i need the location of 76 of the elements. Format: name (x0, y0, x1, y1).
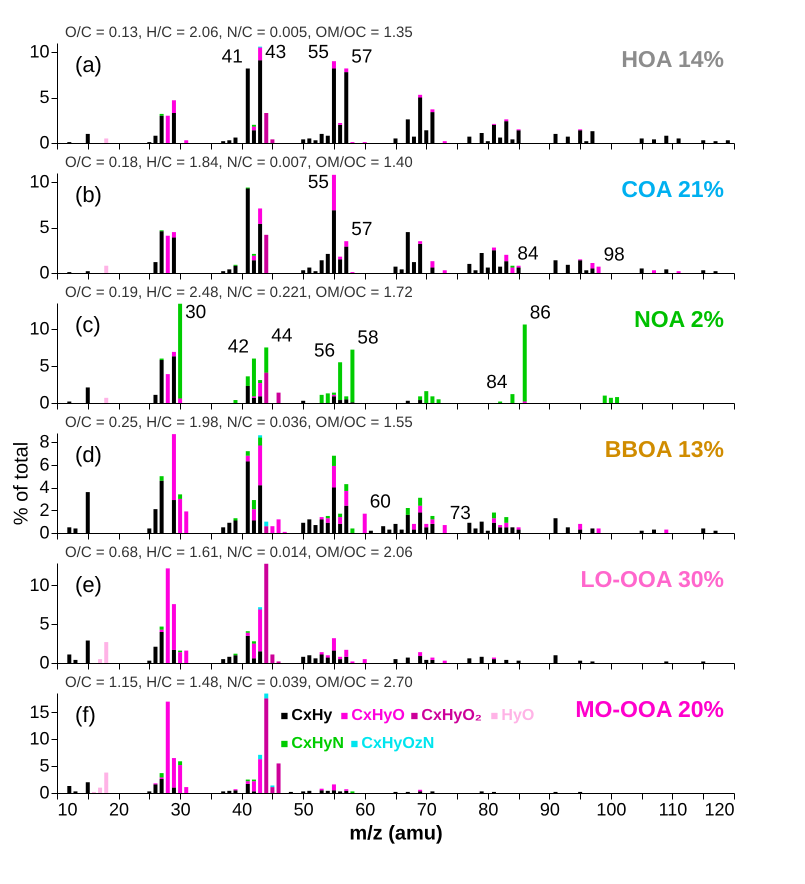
x-tick-label: 110 (658, 800, 688, 820)
annotation: 44 (271, 325, 293, 346)
annotation: 56 (314, 340, 336, 362)
chart-title: COA 21% (621, 176, 724, 202)
annotation: 55 (308, 172, 329, 193)
x-tick-label: 100 (596, 800, 626, 820)
y-tick-label: 0 (39, 132, 50, 152)
legend-label: HyO (501, 707, 534, 724)
y-tick-label: 0 (39, 392, 50, 412)
chart-subtitle: O/C = 0.18, H/C = 1.84, N/C = 0.007, OM/OC = 1.40 (65, 154, 413, 171)
x-tick-label: 80 (478, 800, 498, 820)
chart-subtitle: O/C = 0.13, H/C = 2.06, N/C = 0.005, OM/OC = 1.35 (65, 24, 413, 41)
annotation: (c) (75, 312, 101, 337)
x-tick-label: 20 (109, 800, 130, 820)
y-tick-label: 6 (39, 454, 50, 474)
x-tick-label: 60 (355, 800, 376, 820)
chart-subtitle: O/C = 0.25, H/C = 1.98, N/C = 0.036, OM/OC = 1.55 (65, 414, 413, 431)
chart-subtitle: O/C = 1.15, H/C = 1.48, N/C = 0.039, OM/OC = 2.70 (65, 674, 413, 691)
annotation: 73 (450, 503, 471, 524)
y-tick-label: 0 (39, 262, 50, 282)
x-tick-label: 90 (540, 800, 560, 820)
chart-title: NOA 2% (634, 306, 724, 332)
annotation: (e) (75, 572, 102, 597)
y-tick-label: 10 (29, 42, 50, 62)
annotation: (d) (75, 442, 102, 467)
annotation: 58 (357, 328, 379, 349)
y-tick-label: 5 (39, 756, 50, 776)
y-tick-label: 4 (39, 477, 50, 498)
legend-label: CxHyOzN (361, 735, 434, 752)
y-tick-label: 5 (39, 355, 50, 376)
legend-label: CxHyN (291, 735, 344, 752)
annotation: 60 (370, 492, 391, 513)
y-tick-label: 10 (29, 172, 50, 192)
chart-title: MO-OOA 20% (575, 696, 724, 722)
x-tick-label: 40 (232, 800, 252, 820)
x-tick-label: 70 (416, 800, 437, 820)
annotation: 30 (185, 302, 206, 323)
x-tick-label: 30 (170, 800, 191, 820)
annotation: 42 (228, 336, 249, 358)
x-tick-label: 50 (294, 800, 314, 820)
y-tick-label: 5 (39, 87, 50, 108)
x-tick-label: 10 (58, 800, 78, 820)
annotation: 43 (265, 42, 286, 63)
annotation: 86 (530, 302, 551, 324)
y-tick-label: 0 (39, 782, 50, 802)
y-tick-label: 10 (29, 574, 50, 595)
y-tick-label: 2 (39, 500, 50, 520)
annotation: 57 (351, 219, 372, 240)
annotation: 84 (486, 372, 508, 394)
chart-title: BBOA 13% (604, 436, 724, 462)
legend-label: CxHyO₂ (421, 707, 482, 724)
chart-title: LO-OOA 30% (580, 566, 724, 592)
y-tick-label: 0 (39, 522, 50, 542)
chart-subtitle: O/C = 0.19, H/C = 2.48, N/C = 0.221, OM/OC = 1.72 (65, 284, 413, 301)
y-tick-label: 10 (29, 728, 50, 749)
chart-subtitle: O/C = 0.68, H/C = 1.61, N/C = 0.014, OM/OC = 2.06 (65, 544, 413, 561)
x-tick-label: 120 (704, 800, 734, 820)
y-axis-title: % of total (10, 442, 32, 526)
legend-label: CxHyO (351, 707, 405, 724)
annotation: 55 (308, 42, 329, 63)
x-axis-title: m/z (amu) (349, 822, 443, 844)
y-tick-label: 15 (29, 702, 50, 722)
chart-title: HOA 14% (621, 46, 724, 72)
y-tick-label: 0 (39, 652, 50, 672)
annotation: (b) (75, 182, 102, 207)
annotation: 57 (351, 46, 372, 68)
annotation: (f) (75, 702, 96, 727)
annotation: (a) (75, 52, 102, 77)
annotation: 84 (517, 244, 540, 265)
y-tick-label: 10 (29, 318, 50, 338)
legend-label: CxHy (291, 707, 332, 724)
annotation: 98 (604, 244, 625, 266)
y-tick-label: 5 (39, 614, 50, 634)
y-tick-label: 5 (39, 217, 50, 238)
y-tick-label: 8 (39, 432, 50, 452)
annotation: 41 (222, 46, 243, 68)
